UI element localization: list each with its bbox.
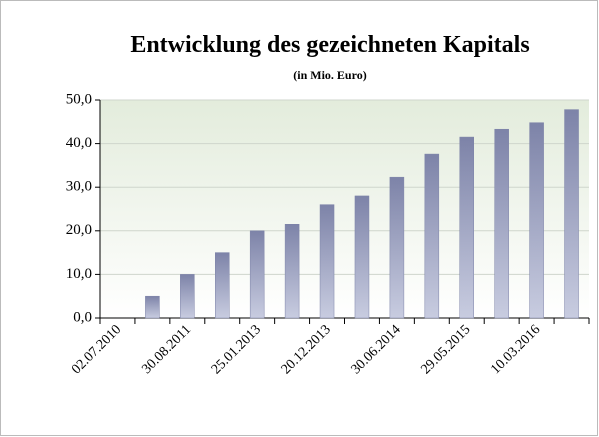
bar [424, 153, 440, 319]
bar [249, 230, 265, 319]
bar [319, 204, 335, 319]
bar [180, 274, 195, 319]
bar [354, 195, 370, 319]
y-tick-label: 10,0 [66, 266, 92, 282]
y-tick-label: 50,0 [66, 91, 92, 107]
bar [284, 224, 300, 319]
y-tick-label: 40,0 [66, 135, 92, 151]
y-tick-label: 20,0 [66, 222, 92, 238]
y-tick-label: 0,0 [73, 309, 92, 325]
bar [494, 128, 509, 319]
bar [215, 252, 230, 319]
plot-area [100, 100, 589, 318]
chart-title: Entwicklung des gezeichneten Kapitals [130, 32, 529, 58]
y-tick-label: 30,0 [66, 179, 92, 195]
bar [145, 295, 160, 319]
bar [389, 176, 405, 319]
bar [459, 136, 474, 319]
bar [529, 122, 544, 319]
chart-subtitle: (in Mio. Euro) [293, 68, 366, 82]
bar [564, 109, 579, 319]
